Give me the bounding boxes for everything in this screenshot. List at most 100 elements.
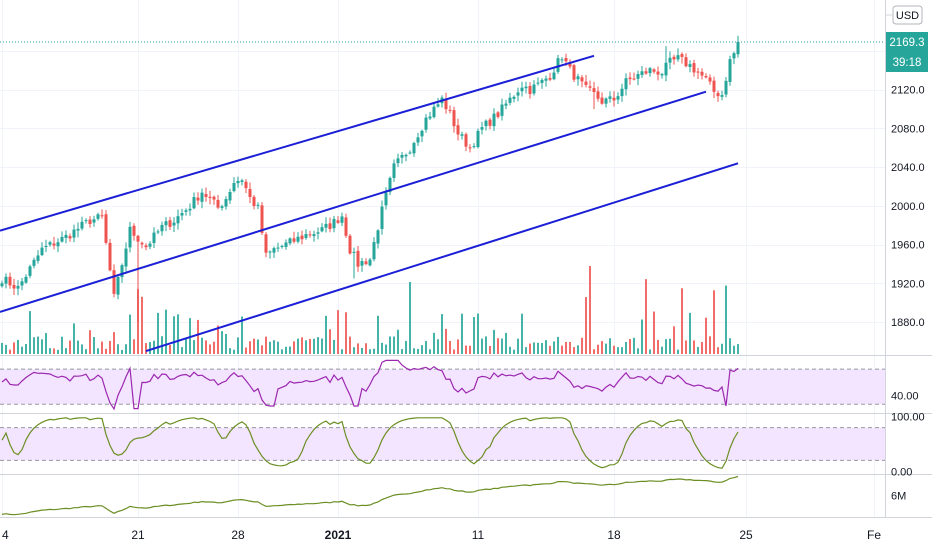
price-axis[interactable]: 1880.0 1920.0 1960.0 2000.0 2040.0 2080.0 2120… [885, 0, 925, 517]
candle-body [264, 234, 268, 253]
volume-bar [709, 336, 711, 354]
volume-bar [365, 343, 367, 354]
volume-bar [685, 340, 687, 354]
volume-bar [441, 314, 443, 354]
volume-bar [265, 336, 267, 354]
volume-bar [329, 329, 331, 354]
candle-body [312, 234, 316, 237]
volume-bar [61, 336, 63, 354]
candle-body [572, 65, 576, 80]
candle-body [732, 53, 736, 59]
volume-bar [73, 323, 75, 354]
volume-bar [13, 342, 15, 354]
volume-bar [517, 338, 519, 354]
volume-bar [5, 344, 7, 354]
candle-body [36, 255, 40, 261]
candle-body [56, 242, 60, 247]
candle-body [40, 247, 44, 256]
volume-bar [41, 339, 43, 354]
volume-bar [617, 347, 619, 354]
volume-bar [489, 346, 491, 354]
candle-body [612, 97, 616, 101]
candle-body [688, 64, 692, 67]
volume-bar [97, 348, 99, 354]
candle-body [480, 127, 484, 130]
candle-body [324, 223, 328, 228]
volume-bar [53, 348, 55, 354]
candle-body [368, 259, 372, 266]
volume-bar [269, 341, 271, 354]
volume-bar [101, 341, 103, 354]
time-axis[interactable]: 4 21 28 2021 11 18 25 Fe [2, 528, 881, 542]
volume-bar [321, 338, 323, 354]
candle-body [464, 134, 468, 147]
volume-bar [553, 341, 555, 354]
candle-body [468, 147, 472, 149]
volume-bar [525, 347, 527, 354]
volume-bar [417, 348, 419, 354]
volume-bar [725, 285, 727, 354]
volume-bar [429, 349, 431, 354]
volume-bar [637, 348, 639, 354]
currency-button[interactable]: USD [892, 5, 923, 25]
candle-body [432, 106, 436, 118]
volume-bar [641, 319, 643, 354]
candle-body [256, 204, 260, 206]
volume-bar [501, 338, 503, 354]
channel-middle[interactable] [0, 90, 707, 313]
candle-body [304, 234, 308, 238]
volume-bar [221, 331, 223, 354]
volume-bar [621, 347, 623, 354]
volume-bar [109, 340, 111, 354]
candle-body [296, 236, 300, 242]
candle-body [300, 235, 304, 240]
candle-body [692, 63, 696, 73]
volume-bar [301, 337, 303, 354]
candle-body [152, 232, 156, 244]
volume-bar [353, 347, 355, 354]
candle-body [396, 158, 400, 164]
candle-body [484, 120, 488, 127]
volume-bar [653, 311, 655, 354]
candle-body [284, 242, 288, 247]
volume-bar [713, 290, 715, 354]
candle-body [592, 88, 596, 92]
volume-bar [229, 348, 231, 354]
volume-bar [217, 325, 219, 354]
volume-bar [657, 339, 659, 354]
time-axis-label: 28 [231, 528, 245, 542]
volume-bar [529, 343, 531, 354]
trend-channel[interactable] [0, 54, 739, 352]
channel-lower[interactable] [145, 162, 739, 352]
candle-body [212, 196, 216, 200]
channel-upper[interactable] [0, 54, 595, 232]
volume-bar [341, 349, 343, 354]
volume-bar [593, 349, 595, 354]
volume-bar [209, 344, 211, 354]
candle-body [172, 222, 176, 226]
time-axis-label: 2021 [325, 528, 352, 542]
candle-body [620, 88, 624, 97]
candle-body [708, 77, 712, 82]
volume-bar [389, 336, 391, 354]
volume-bar [153, 340, 155, 354]
volume-bar [197, 319, 199, 354]
candle-body [288, 238, 292, 244]
candle-body [404, 154, 408, 157]
price-axis-label: 2120.0 [891, 85, 925, 97]
volume-bar [105, 348, 107, 354]
candle-body [332, 218, 336, 229]
candle-body [400, 154, 404, 158]
volume-bar [157, 312, 159, 354]
volume-bar [705, 317, 707, 354]
price-axis-label: 2080.0 [891, 123, 925, 135]
volume-bar [45, 333, 47, 354]
volume-bar [477, 313, 479, 354]
volume-bar [557, 336, 559, 354]
volume-bar [245, 347, 247, 354]
volume-bar [717, 347, 719, 354]
candle-body [660, 74, 664, 76]
candle-body [128, 226, 132, 248]
candle-body [496, 112, 500, 117]
